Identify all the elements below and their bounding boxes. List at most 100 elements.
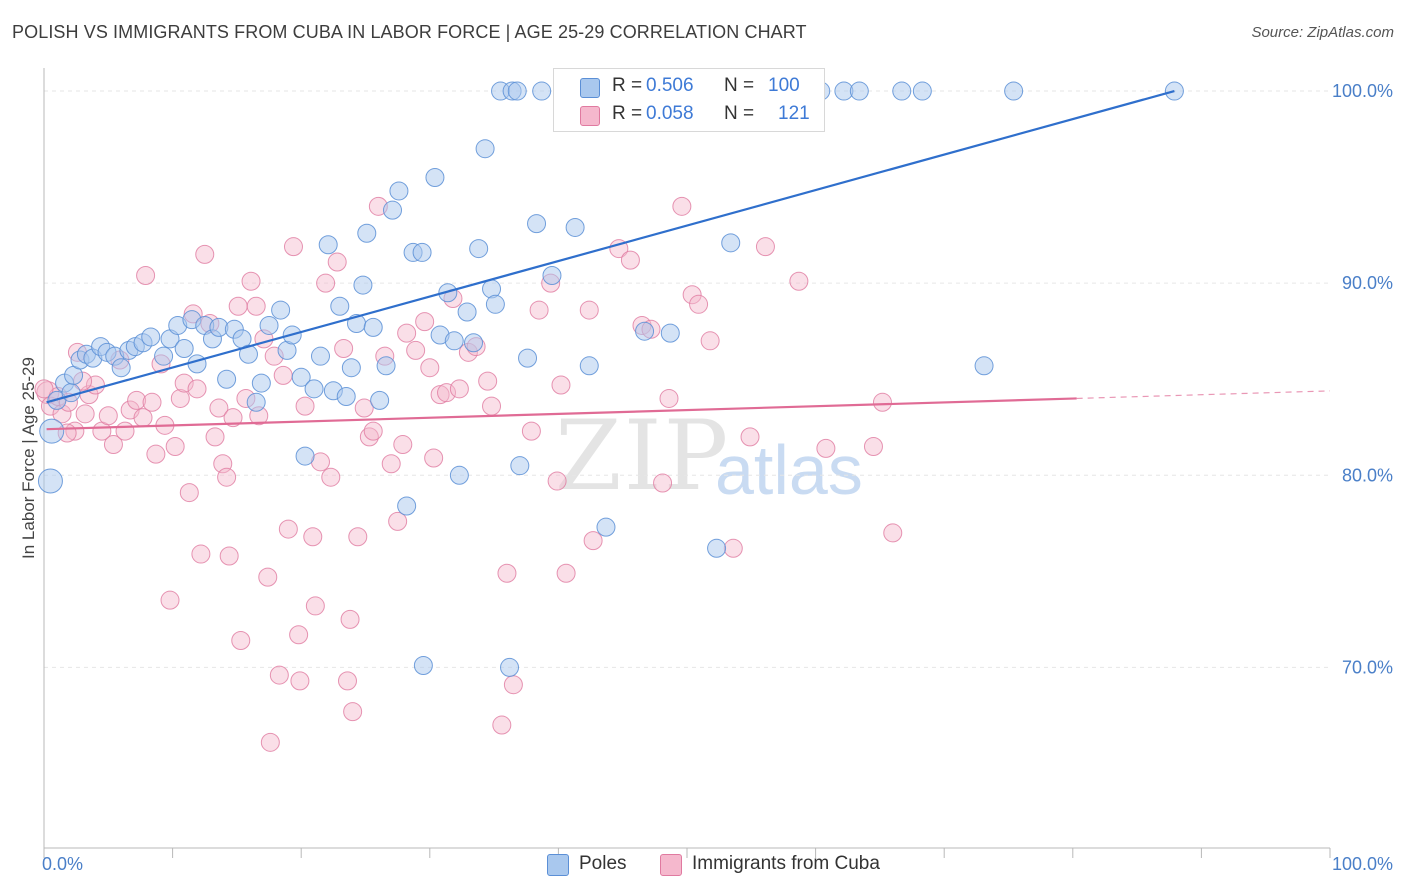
- cuba-point: [260, 732, 280, 752]
- trend-lines: [46, 89, 1331, 431]
- legend-r-value: 0.506: [646, 75, 694, 96]
- cuba-point: [273, 365, 293, 385]
- poles-point: [438, 283, 458, 303]
- cuba-point: [170, 388, 190, 408]
- poles-point: [507, 81, 527, 101]
- cuba-point: [689, 294, 709, 314]
- cuba-point: [295, 396, 315, 416]
- poles-point: [457, 302, 477, 322]
- cuba-point: [278, 519, 298, 539]
- cuba-point: [219, 546, 239, 566]
- stats-legend: R = 0.506 N = 100 R = 0.058 N = 121: [553, 68, 825, 132]
- cuba-point: [289, 625, 309, 645]
- cuba-point: [740, 427, 760, 447]
- cuba-point: [241, 271, 261, 291]
- cuba-point: [165, 436, 185, 456]
- poles-point: [425, 168, 445, 188]
- poles-point: [376, 356, 396, 376]
- poles-point: [500, 657, 520, 677]
- cuba-point: [246, 296, 266, 316]
- cuba-point: [334, 338, 354, 358]
- series-legend: Poles Immigrants from Cuba: [0, 852, 1406, 878]
- cuba-point: [258, 567, 278, 587]
- legend-r-label: R =: [612, 75, 643, 96]
- cuba-point: [340, 609, 360, 629]
- cuba-point: [430, 385, 450, 405]
- cuba-point: [305, 596, 325, 616]
- cuba-point: [231, 631, 251, 651]
- poles-trend-line: [46, 89, 1175, 404]
- cuba-point: [521, 421, 541, 441]
- y-axis-title: In Labor Force | Age 25-29: [19, 357, 38, 559]
- cuba-point: [136, 265, 156, 285]
- cuba-point: [337, 671, 357, 691]
- cuba-swatch: [580, 106, 600, 126]
- poles-point: [579, 356, 599, 376]
- cuba-point: [363, 421, 383, 441]
- poles-point: [383, 200, 403, 220]
- cuba-point: [672, 196, 692, 216]
- poles-point: [707, 538, 727, 558]
- source-label: Source: ZipAtlas.com: [1251, 24, 1394, 41]
- legend-n-value: 121: [778, 103, 810, 124]
- cuba-point: [492, 715, 512, 735]
- cuba-point: [682, 285, 702, 305]
- cuba-point: [179, 483, 199, 503]
- cuba-point: [191, 544, 211, 564]
- cuba-point: [789, 271, 809, 291]
- legend-n-value: 100: [768, 75, 800, 96]
- cuba-point: [354, 398, 374, 418]
- cuba-point: [269, 665, 289, 685]
- poles-point: [469, 239, 489, 259]
- cuba-point: [348, 527, 368, 547]
- cuba-point: [388, 511, 408, 531]
- y-tick-label: 100.0%: [1332, 81, 1393, 101]
- chart-title: POLISH VS IMMIGRANTS FROM CUBA IN LABOR …: [12, 22, 807, 42]
- cuba-point: [205, 427, 225, 447]
- cuba-point: [424, 448, 444, 468]
- cuba-swatch: [660, 854, 682, 876]
- cuba-point: [316, 273, 336, 293]
- legend-r-label: R =: [612, 103, 643, 124]
- cuba-point: [290, 671, 310, 691]
- legend-r-value: 0.058: [646, 103, 694, 124]
- cuba-point: [883, 523, 903, 543]
- cuba-point: [723, 538, 743, 558]
- cuba-point: [579, 300, 599, 320]
- poles-point: [174, 338, 194, 358]
- y-tick-label: 70.0%: [1342, 657, 1393, 677]
- cuba-point: [209, 398, 229, 418]
- cuba-trend-line: [46, 397, 1077, 431]
- cuba-point: [503, 675, 523, 695]
- legend-row-cuba: R = 0.058 N = 121: [554, 100, 824, 128]
- poles-point: [912, 81, 932, 101]
- legend-row-poles: R = 0.506 N = 100: [554, 72, 824, 100]
- poles-point: [485, 294, 505, 314]
- cuba-point: [223, 408, 243, 428]
- poles-point: [413, 655, 433, 675]
- poles-point: [892, 81, 912, 101]
- poles-point: [310, 346, 330, 366]
- poles-point: [111, 358, 131, 378]
- poles-swatch: [547, 854, 569, 876]
- poles-point: [596, 517, 616, 537]
- legend-label-cuba: Immigrants from Cuba: [692, 853, 880, 874]
- cuba-point: [406, 340, 426, 360]
- axes: [43, 68, 1330, 849]
- cuba-point: [34, 379, 54, 399]
- poles-point: [39, 418, 65, 444]
- cuba-point: [217, 467, 237, 487]
- cuba-point: [449, 379, 469, 399]
- poles-point: [518, 348, 538, 368]
- poles-point: [330, 296, 350, 316]
- x-tick-labels: 0.0% 100.0%: [42, 854, 1393, 874]
- cuba-point: [437, 383, 457, 403]
- poles-point: [389, 181, 409, 201]
- cuba-point: [482, 396, 502, 416]
- grid-lines: [44, 90, 1330, 668]
- poles-point: [397, 496, 417, 516]
- cuba-point: [556, 563, 576, 583]
- poles-point: [527, 214, 547, 234]
- cuba-point: [583, 531, 603, 551]
